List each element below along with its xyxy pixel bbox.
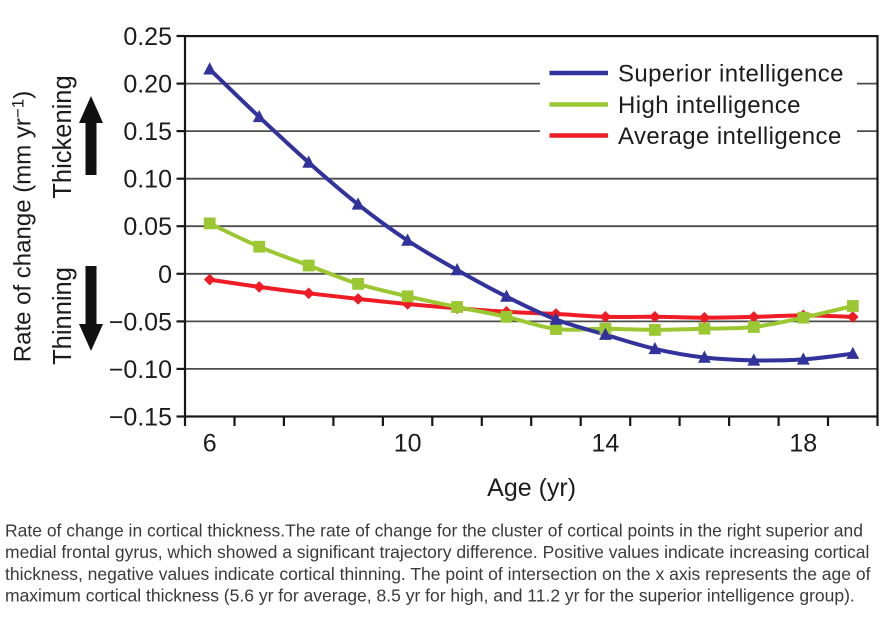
svg-text:Rate of change (mm yr−1): Rate of change (mm yr−1) bbox=[9, 91, 37, 362]
svg-text:maximum cortical thickness (5.: maximum cortical thickness (5.6 yr for a… bbox=[5, 586, 855, 606]
svg-text:18: 18 bbox=[789, 429, 817, 457]
svg-text:0.05: 0.05 bbox=[123, 213, 172, 241]
svg-text:Age (yr): Age (yr) bbox=[487, 474, 576, 502]
svg-text:medial frontal gyrus, which sh: medial frontal gyrus, which showed a sig… bbox=[5, 542, 869, 562]
svg-text:10: 10 bbox=[394, 429, 422, 457]
svg-text:−0.15: −0.15 bbox=[109, 404, 172, 432]
svg-text:Average intelligence: Average intelligence bbox=[618, 123, 842, 150]
svg-text:−0.10: −0.10 bbox=[109, 356, 172, 384]
svg-text:14: 14 bbox=[591, 429, 619, 457]
svg-text:0.20: 0.20 bbox=[123, 71, 172, 99]
svg-text:Thickening: Thickening bbox=[49, 75, 77, 198]
svg-text:−0.05: −0.05 bbox=[109, 308, 172, 336]
svg-text:0: 0 bbox=[158, 261, 172, 289]
svg-text:0.25: 0.25 bbox=[123, 23, 172, 51]
svg-text:Rate of change in cortical thi: Rate of change in cortical thickness.The… bbox=[5, 521, 863, 541]
svg-text:Superior intelligence: Superior intelligence bbox=[618, 61, 844, 88]
svg-text:Thinning: Thinning bbox=[49, 267, 77, 365]
svg-text:High intelligence: High intelligence bbox=[618, 92, 801, 119]
svg-text:0.10: 0.10 bbox=[123, 166, 172, 194]
svg-text:6: 6 bbox=[203, 429, 217, 457]
svg-text:thickness, negative values ind: thickness, negative values indicate cort… bbox=[5, 564, 871, 584]
svg-text:0.15: 0.15 bbox=[123, 118, 172, 146]
